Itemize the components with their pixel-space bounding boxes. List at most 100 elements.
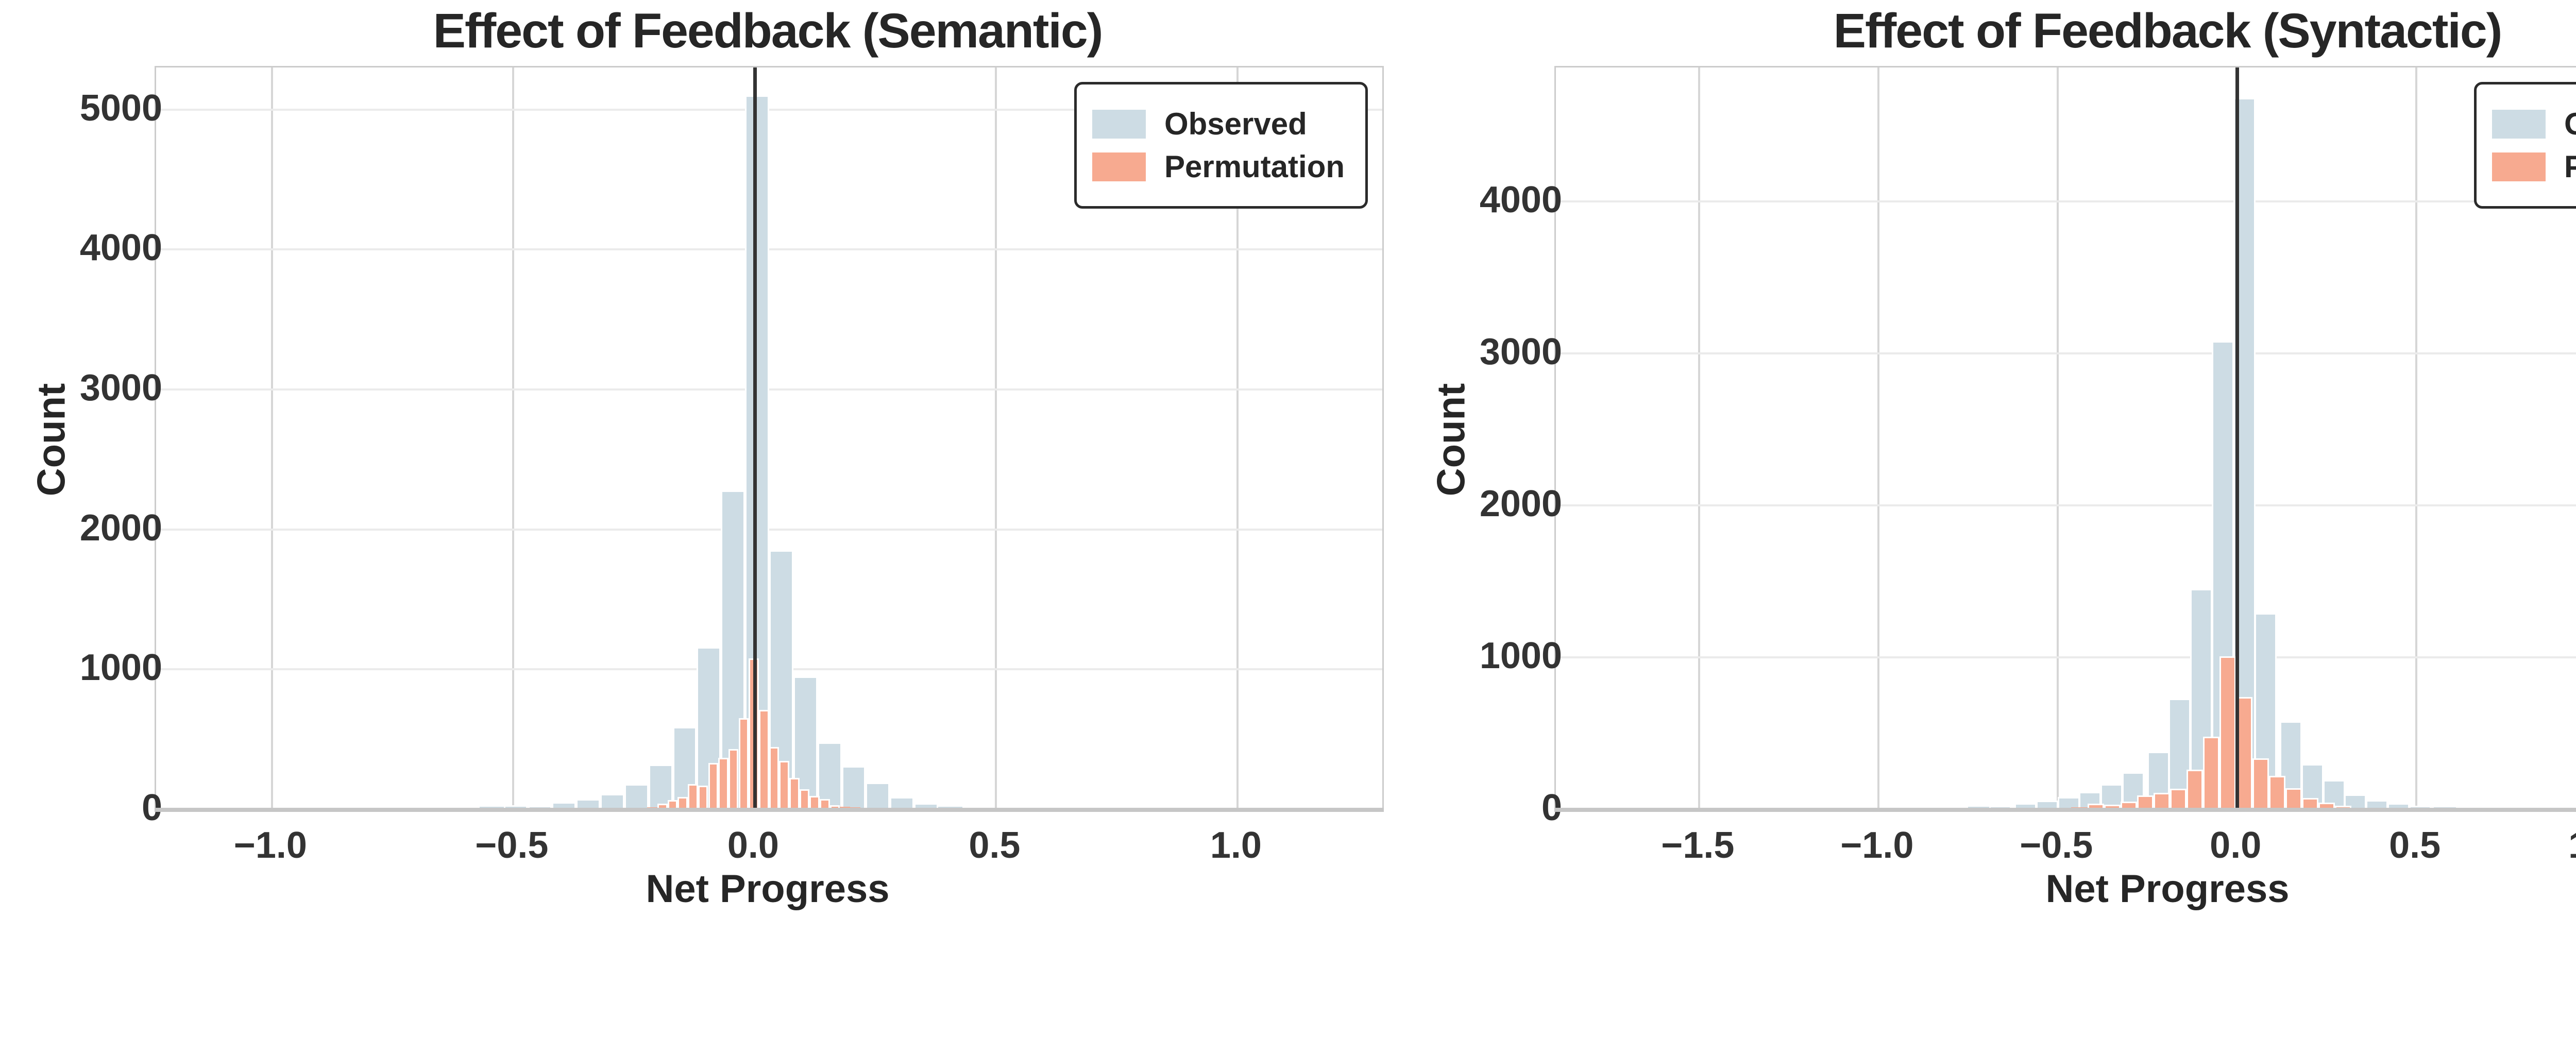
permutation-swatch: [1092, 152, 1146, 181]
observed-bar: [528, 806, 552, 809]
permutation-bar: [2219, 656, 2236, 809]
legend-item-permutation: Permutation: [1092, 149, 1345, 184]
permutation-bar: [2285, 788, 2302, 809]
legend-label: Permutation: [1164, 149, 1345, 184]
permutation-bar: [2104, 804, 2121, 809]
observed-bar: [866, 783, 890, 809]
permutation-bar: [698, 785, 708, 809]
observed-bar: [2409, 805, 2431, 809]
observed-bar: [890, 796, 914, 809]
permutation-bar: [769, 747, 779, 809]
page-title: Effect of Feedback (Syntactic): [1833, 4, 2503, 58]
permutation-bar: [657, 804, 668, 809]
zero-reference-line: [753, 67, 757, 809]
legend-item-permutation: Permutation: [2492, 149, 2576, 184]
observed-swatch: [2492, 109, 2546, 139]
observed-bar: [2036, 801, 2058, 809]
x-tick-label: 1.0: [2517, 824, 2576, 867]
permutation-bar: [2170, 788, 2187, 809]
permutation-bar: [718, 757, 728, 809]
gridline-horizontal: [1556, 352, 2576, 354]
y-tick-label: 1000: [79, 647, 162, 689]
x-tick-label: −1.0: [1840, 825, 1914, 866]
x-tick-label: 0.5: [969, 825, 1021, 866]
observed-bar: [817, 742, 842, 809]
observed-bar: [503, 805, 528, 809]
gridline-vertical: [512, 67, 515, 809]
observed-bar: [1989, 805, 2012, 809]
gridline-vertical: [2415, 67, 2418, 809]
permutation-bar: [2203, 737, 2220, 809]
gridline-horizontal: [1556, 656, 2576, 658]
permutation-bar: [688, 784, 698, 809]
x-tick-label: −1.5: [1661, 825, 1735, 866]
legend-item-observed: Observed: [2492, 106, 2576, 142]
legend: Observed Permutation: [2473, 82, 2576, 209]
permutation-bar: [758, 710, 769, 809]
observed-bar: [2057, 797, 2080, 809]
x-tick-label: 1.0: [1210, 825, 1262, 866]
gridline-horizontal: [1556, 200, 2576, 202]
permutation-bar: [779, 761, 789, 809]
legend-label: Permutation: [2564, 149, 2576, 184]
gridline-vertical: [1877, 67, 1880, 809]
gridline-horizontal: [1556, 504, 2576, 506]
gridline-horizontal: [156, 248, 1382, 251]
observed-bar: [624, 784, 649, 809]
page-title: Effect of Feedback (Semantic): [433, 4, 1104, 58]
gridline-vertical: [2057, 67, 2059, 809]
y-tick-label: 0: [1541, 787, 1562, 828]
permutation-bar: [819, 799, 830, 809]
permutation-bar: [2335, 805, 2352, 809]
observed-bar: [2366, 800, 2388, 809]
plot-area: Observed Permutation: [155, 66, 1384, 812]
permutation-bar: [2269, 776, 2286, 809]
gridline-vertical: [995, 67, 997, 809]
permutation-bar: [738, 718, 749, 809]
y-tick-label: 1000: [1479, 635, 1562, 676]
observed-bar: [552, 802, 577, 809]
x-tick-label: 0.5: [2389, 825, 2441, 866]
y-axis-label: Count: [1429, 383, 1473, 497]
observed-bar: [600, 794, 624, 809]
permutation-bar: [2318, 802, 2335, 809]
y-tick-label: 3000: [1479, 331, 1562, 372]
x-tick-label: −1.0: [233, 825, 307, 866]
legend: Observed Permutation: [1074, 82, 1368, 209]
permutation-bar: [809, 796, 820, 809]
observed-bar: [841, 766, 866, 809]
gridline-horizontal: [156, 528, 1382, 531]
zero-reference-line: [2235, 67, 2240, 809]
x-tick-label: −0.5: [475, 825, 549, 866]
x-tick-label: 0.0: [727, 825, 779, 866]
gridline-horizontal: [156, 388, 1382, 390]
permutation-bar: [2154, 792, 2171, 809]
syntactic-chart-panel: Effect of Feedback (Syntactic) Count Obs…: [1400, 0, 2576, 914]
gridline-vertical: [270, 67, 273, 809]
y-tick-label: 4000: [79, 227, 162, 269]
legend-item-observed: Observed: [1092, 106, 1345, 142]
x-axis-label: Net Progress: [2045, 867, 2290, 911]
permutation-bar: [829, 805, 840, 809]
x-axis-label: Net Progress: [646, 867, 890, 911]
permutation-swatch: [2492, 152, 2546, 181]
x-tick-label: 0.0: [2210, 825, 2262, 866]
plot-area: Observed Permutation: [1554, 66, 2576, 812]
permutation-bar: [708, 763, 719, 809]
permutation-bar: [2088, 804, 2104, 809]
permutation-bar: [2187, 770, 2204, 809]
y-tick-label: 2000: [79, 507, 162, 549]
permutation-bar: [2121, 802, 2138, 809]
legend-label: Observed: [1164, 107, 1307, 141]
y-tick-label: 4000: [1479, 179, 1562, 220]
y-tick-label: 2000: [1479, 483, 1562, 524]
x-axis-spine: [1554, 808, 2576, 812]
permutation-bar: [667, 800, 678, 809]
permutation-bar: [2137, 795, 2154, 809]
semantic-chart-panel: Effect of Feedback (Semantic) Count Obse…: [0, 0, 1400, 914]
y-tick-label: 0: [141, 787, 162, 828]
observed-bar: [2387, 803, 2410, 809]
permutation-bar: [2302, 797, 2319, 809]
x-axis-spine: [155, 808, 1384, 812]
observed-bar: [576, 799, 601, 809]
